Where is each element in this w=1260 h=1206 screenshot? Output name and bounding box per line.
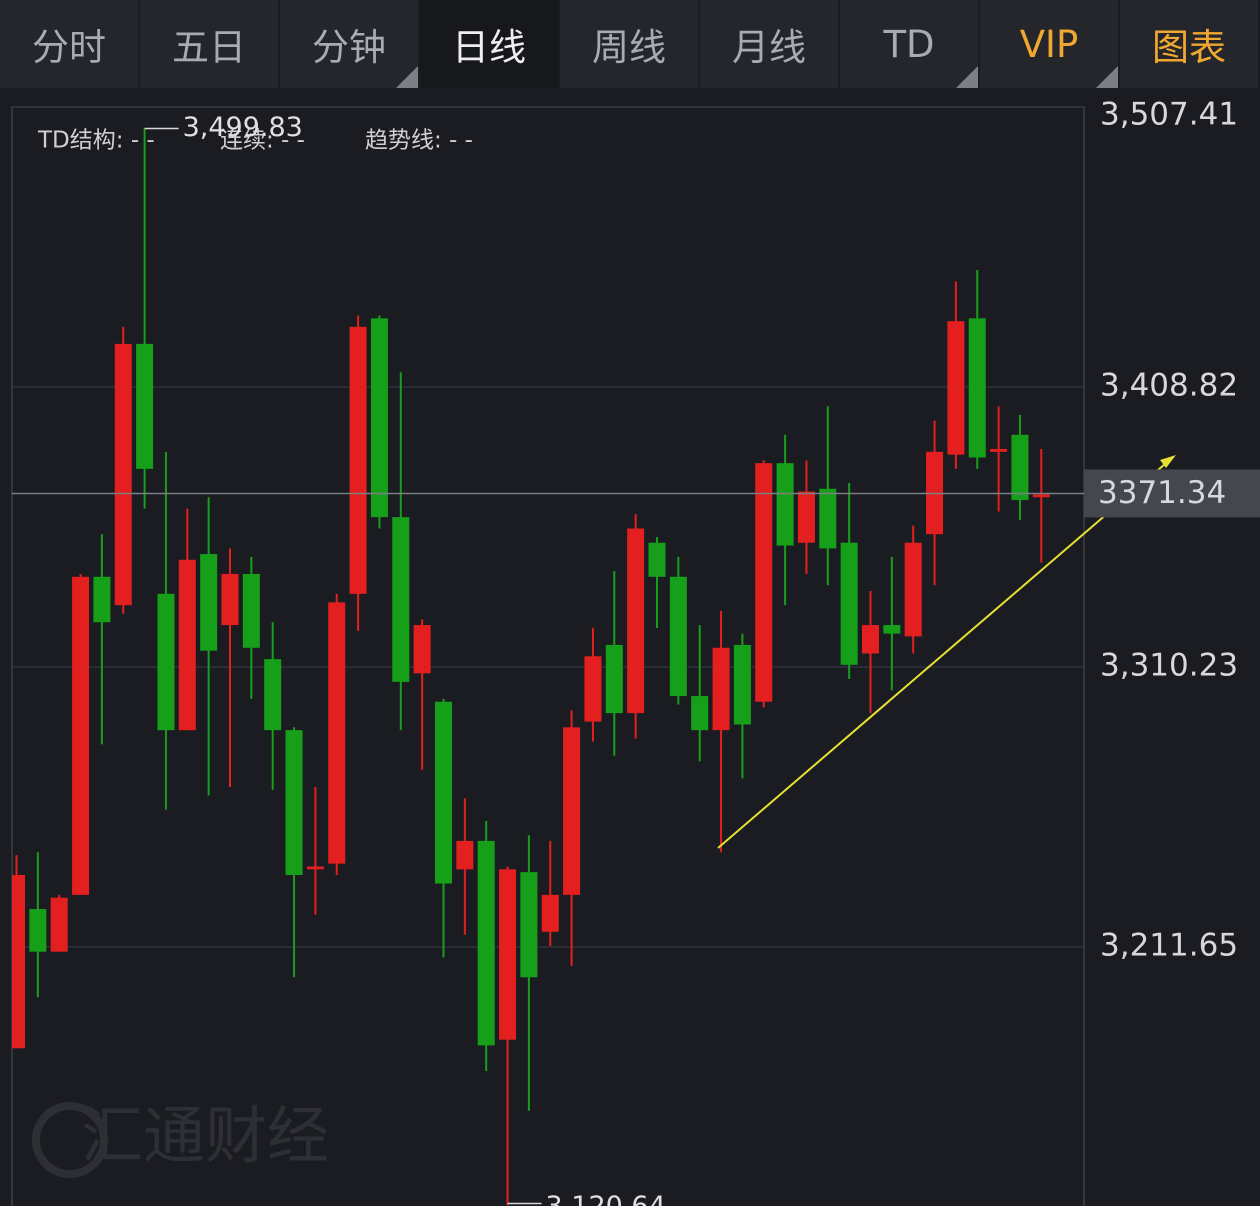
candle-body (456, 840, 474, 870)
candle-body (563, 727, 581, 895)
tab[interactable]: 月线 (700, 0, 840, 88)
candle-body (306, 866, 324, 870)
candle-body (605, 644, 623, 714)
candle-body (477, 840, 495, 1046)
candle-body (328, 602, 346, 864)
candle-body (755, 463, 773, 702)
watermark: 汇通财经 (81, 1099, 329, 1172)
tab[interactable]: 五日 (140, 0, 280, 88)
candle-body (157, 593, 175, 731)
candle-body (264, 659, 282, 731)
td-continuous: 连续: - - (220, 128, 305, 154)
tab-bar: 分时 五日 分钟 日线 周线 月线 TD VIP 图表 (0, 0, 1260, 88)
candle-body (50, 897, 68, 952)
candle-body (968, 318, 986, 458)
candle-body (584, 656, 602, 722)
candle-body (114, 343, 132, 606)
candle-body (733, 644, 751, 725)
candle-body (93, 576, 111, 623)
td-trendline: 趋势线: - - (365, 128, 473, 154)
candle-body (178, 559, 196, 731)
candle-body (370, 318, 388, 518)
candle-body (200, 554, 218, 651)
candle-body (904, 542, 922, 637)
candle-body (499, 869, 517, 1040)
candle-body (883, 625, 901, 634)
last-price-box (1084, 469, 1260, 518)
tab[interactable]: TD (840, 0, 980, 88)
candle-body (712, 647, 730, 731)
candle-body (221, 573, 239, 626)
candle-body (691, 696, 709, 731)
high-label: 3,499.83 (183, 112, 303, 143)
candle-body (392, 517, 410, 682)
candle-body (797, 491, 815, 543)
candle-body (1011, 434, 1029, 501)
candle-body (413, 625, 431, 674)
tab[interactable]: 分钟 (280, 0, 420, 88)
low-label: 3,120.64 (546, 1191, 666, 1206)
y-tick-label: 3,408.82 (1100, 368, 1238, 404)
candle-body (520, 872, 538, 978)
candle-body (840, 542, 858, 665)
tab[interactable]: 分时 (0, 0, 140, 88)
last-price-label: 3371.34 (1098, 475, 1226, 511)
candle-body (648, 542, 666, 577)
trend-arrow (1160, 455, 1176, 468)
candle-body (242, 573, 260, 648)
candle-body (349, 326, 367, 594)
y-tick-label: 3,507.41 (1100, 97, 1238, 133)
watermark-logo (32, 1102, 108, 1178)
td-structure: TD结构: - - (37, 128, 155, 154)
candle-body (435, 701, 452, 884)
candle-body (12, 874, 25, 1049)
candle-body (72, 576, 90, 895)
dropdown-indicator (396, 66, 418, 88)
tab[interactable]: 图表 (1120, 0, 1260, 88)
candle-body (136, 343, 154, 469)
candle-body (285, 730, 303, 875)
candle-body (669, 576, 687, 697)
candle-body (627, 528, 645, 714)
candle-body (776, 463, 794, 546)
dropdown-indicator (956, 66, 978, 88)
dropdown-indicator (1096, 66, 1118, 88)
y-tick-label: 3,211.65 (1100, 927, 1238, 963)
tab[interactable]: 周线 (560, 0, 700, 88)
candle-body (29, 909, 47, 952)
tab[interactable]: 日线 (420, 0, 560, 88)
candle-body (1032, 494, 1050, 498)
candle-body (990, 448, 1008, 452)
candle-body (862, 625, 879, 654)
trend-line (717, 457, 1173, 849)
y-tick-label: 3,310.23 (1100, 648, 1238, 684)
candle-body (541, 894, 559, 932)
candle-body (947, 321, 965, 455)
tab[interactable]: VIP (980, 0, 1120, 88)
candle-body (819, 488, 837, 549)
